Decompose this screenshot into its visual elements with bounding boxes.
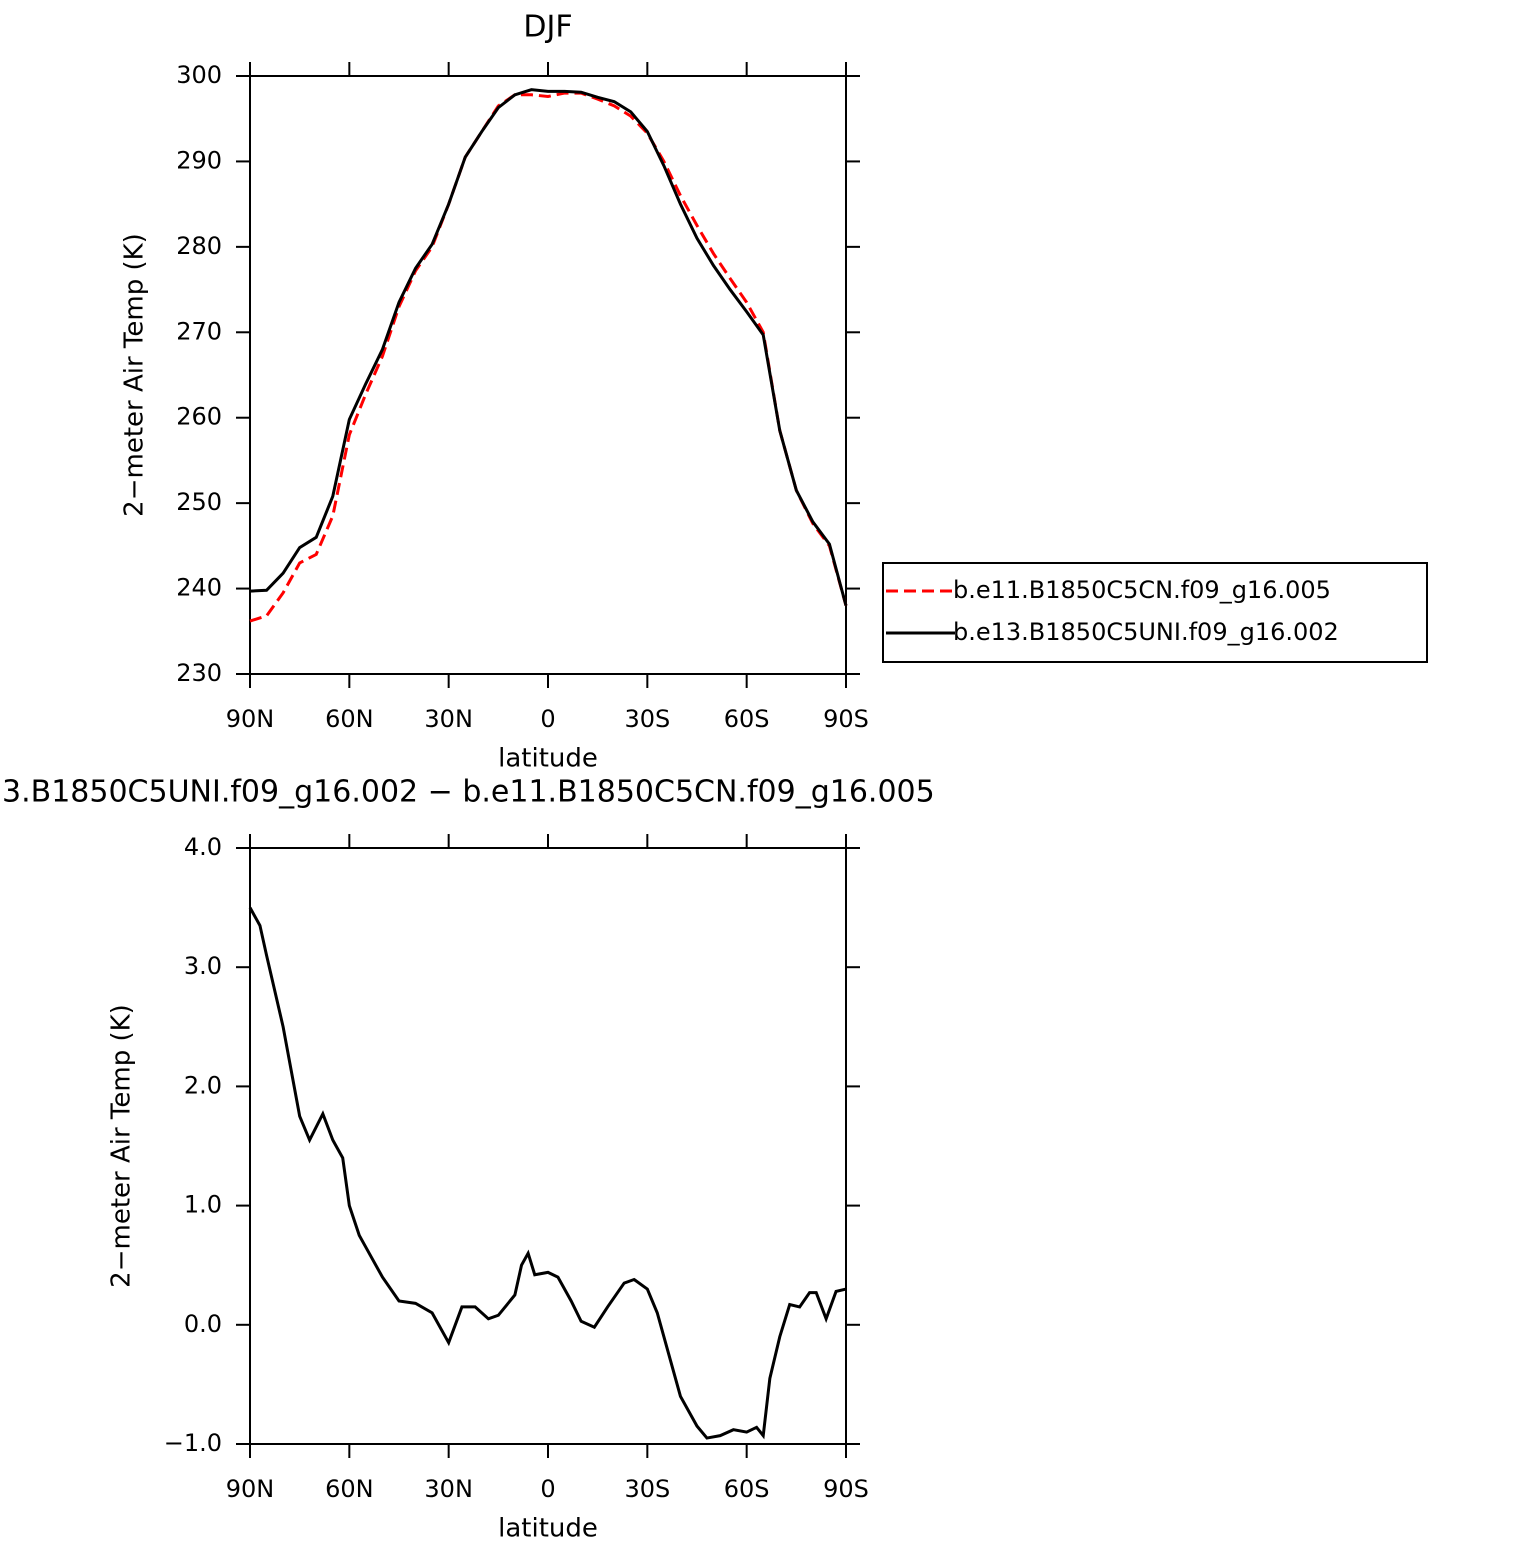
x-tick-label: 90S (823, 1475, 869, 1503)
x-tick-label: 60N (325, 1475, 374, 1503)
x-tick-label: 0 (540, 705, 555, 733)
data-line (248, 906, 847, 1440)
x-tick-label: 90N (226, 1475, 275, 1503)
y-tick-label: −1.0 (164, 1429, 222, 1457)
y-axis-label: 2−meter Air Temp (K) (107, 1004, 137, 1288)
x-tick-label: 60N (325, 705, 374, 733)
x-tick-label: 30N (424, 1475, 473, 1503)
x-tick-label: 30S (624, 705, 670, 733)
y-tick-label: 280 (176, 232, 222, 260)
y-tick-label: 230 (176, 659, 222, 687)
x-tick-label: 30S (624, 1475, 670, 1503)
plot-frame (249, 847, 847, 1445)
x-tick-label: 90S (823, 705, 869, 733)
y-tick-label: 250 (176, 488, 222, 516)
y-axis-label: 2−meter Air Temp (K) (120, 233, 150, 517)
y-tick-label: 300 (176, 61, 222, 89)
y-tick-label: 0.0 (184, 1310, 222, 1338)
x-tick-label: 60S (724, 705, 770, 733)
y-tick-label: 270 (176, 317, 222, 345)
x-axis-label: latitude (498, 744, 598, 774)
data-line (249, 88, 848, 607)
y-tick-label: 290 (176, 146, 222, 174)
x-tick-label: 0 (540, 1475, 555, 1503)
legend-label: b.e11.B1850C5CN.f09_g16.005 (953, 576, 1331, 604)
x-axis-label: latitude (498, 1514, 598, 1544)
y-tick-label: 4.0 (184, 833, 222, 861)
chart-title: 3.B1850C5UNI.f09_g16.002 − b.e11.B1850C5… (2, 775, 935, 810)
y-tick-label: 2.0 (184, 1071, 222, 1099)
y-tick-label: 3.0 (184, 952, 222, 980)
y-tick-label: 1.0 (184, 1191, 222, 1219)
x-tick-label: 90N (226, 705, 275, 733)
legend-label: b.e13.B1850C5UNI.f09_g16.002 (953, 618, 1339, 646)
data-line (249, 91, 848, 623)
y-tick-label: 240 (176, 574, 222, 602)
plot-frame (249, 75, 847, 675)
legend-box (882, 562, 1428, 663)
x-tick-label: 30N (424, 705, 473, 733)
x-tick-label: 60S (724, 1475, 770, 1503)
y-tick-label: 260 (176, 403, 222, 431)
chart-title: DJF (523, 10, 572, 45)
